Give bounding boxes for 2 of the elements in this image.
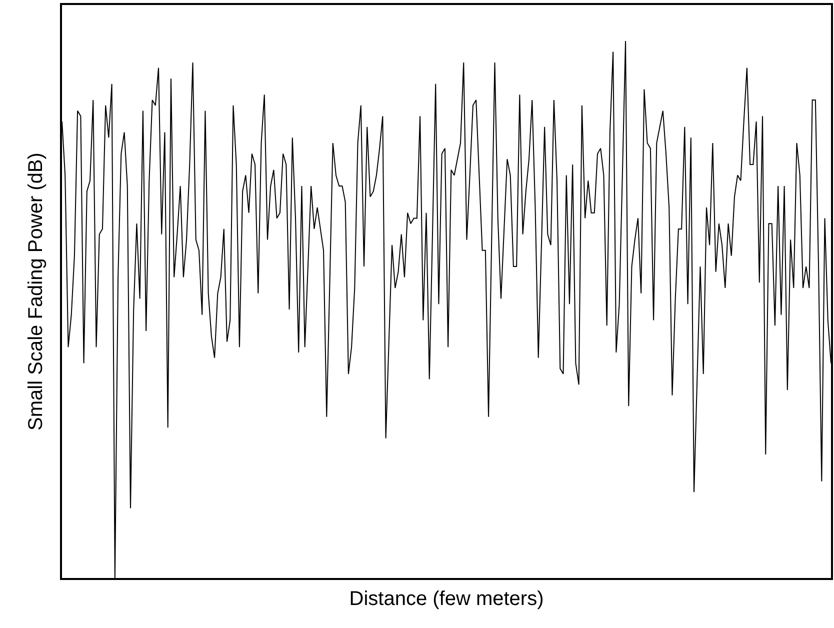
x-axis-title: Distance (few meters) xyxy=(349,588,544,610)
y-axis-title: Small Scale Fading Power (dB) xyxy=(25,152,47,430)
